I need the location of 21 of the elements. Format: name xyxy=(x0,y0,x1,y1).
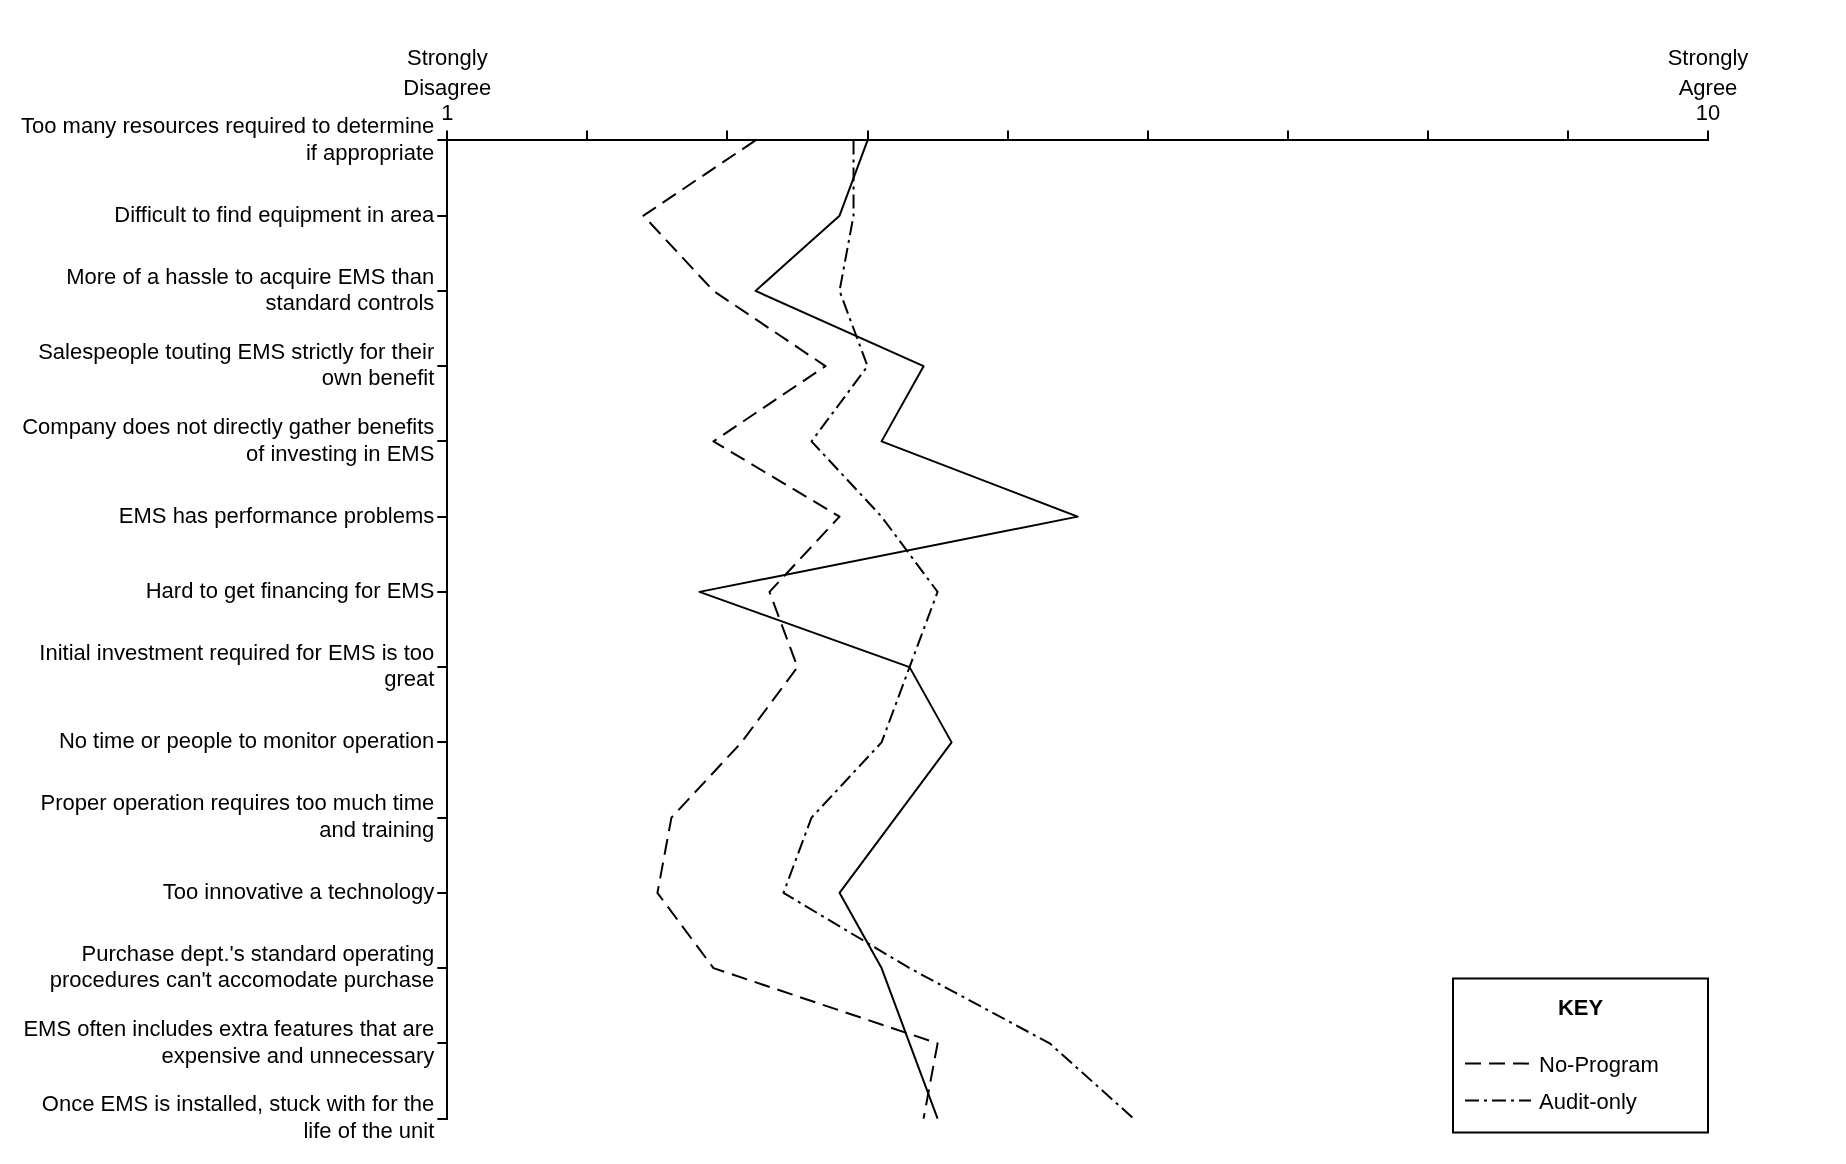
y-tick-label: Too innovative a technology xyxy=(162,878,435,904)
y-tick-label: Salespeople touting EMS strictly for their own benefit xyxy=(38,339,435,391)
y-tick-label: Purchase dept.'s standard operating procedures can't accomodate purchase xyxy=(49,940,435,993)
y-tick-label: Company does not directly gather benefits of investing in EMS xyxy=(22,414,435,466)
x-tick-label: 1 xyxy=(441,100,454,126)
y-tick-label: More of a hassle to acquire EMS than standard controls xyxy=(66,263,435,316)
y-tick-label: Proper operation requires too much time and training xyxy=(40,790,435,842)
y-tick-label: Difficult to find equipment in area xyxy=(114,201,436,227)
y-tick-label: Hard to get financing for EMS xyxy=(145,577,435,603)
y-tick-label: Once EMS is installed, stuck with for the life of the unit xyxy=(41,1091,435,1143)
legend-label: No-Program xyxy=(1539,1051,1659,1077)
text: Strongly Agree xyxy=(1667,45,1749,101)
legend-label: Audit-only xyxy=(1539,1088,1637,1114)
x-tick-label: 10 xyxy=(1695,100,1721,126)
y-tick-label: EMS often includes extra features that are expensive and unnecessary xyxy=(23,1016,435,1068)
text: Strongly Disagree xyxy=(403,45,492,101)
y-tick-label: Initial investment required for EMS is too great xyxy=(39,639,435,692)
legend-title: KEY xyxy=(1557,994,1604,1020)
y-tick-label: Too many resources required to determine if appropriate xyxy=(20,113,435,165)
y-tick-label: EMS has performance problems xyxy=(118,502,435,528)
y-tick-label: No time or people to monitor operation xyxy=(58,728,435,754)
